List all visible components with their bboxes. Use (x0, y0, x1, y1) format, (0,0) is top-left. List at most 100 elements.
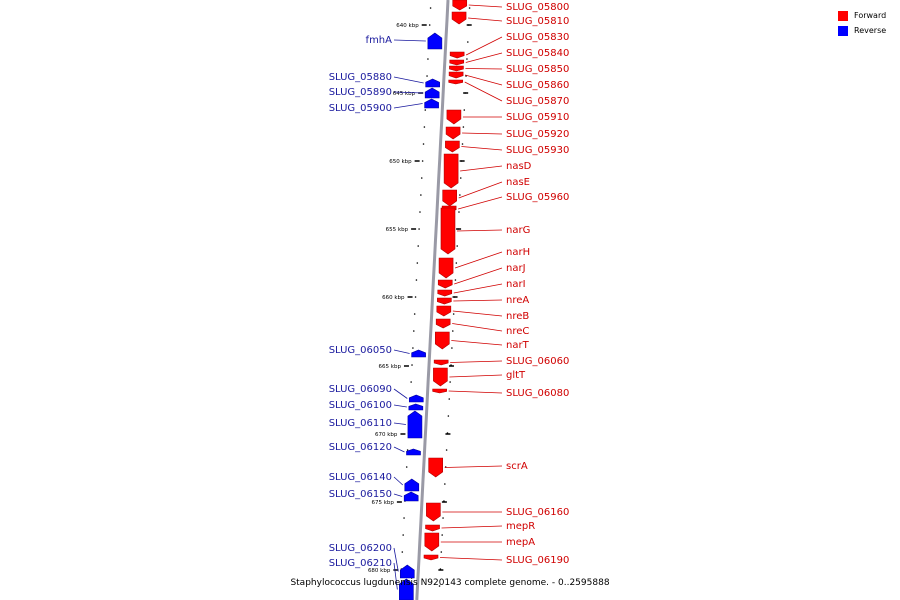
axis-dot (414, 296, 417, 298)
reverse-gene-label: SLUG_06050 (329, 345, 392, 356)
axis-dot (454, 279, 457, 281)
gene-label-leader (465, 68, 503, 70)
axis-tick-label: 675 kbp (371, 500, 394, 506)
reverse-gene (424, 98, 439, 109)
reverse-gene (408, 403, 424, 411)
forward-gene-label: SLUG_05910 (506, 112, 569, 123)
gene-label-leader (393, 103, 423, 109)
gene-label-leader (439, 557, 503, 561)
gene-label-leader (451, 340, 503, 346)
axis-tick-label: 660 kbp (382, 295, 405, 301)
legend-item-forward: Forward (838, 8, 886, 23)
forward-gene (426, 502, 441, 522)
gene-label-leader (452, 323, 503, 332)
forward-gene-label: SLUG_06190 (506, 555, 569, 566)
axis-dot (440, 551, 443, 553)
reverse-gene-label: fmhA (366, 35, 393, 46)
forward-gene-label: SLUG_05870 (506, 96, 569, 107)
legend-label-reverse: Reverse (854, 26, 887, 35)
axis-dot (421, 160, 424, 162)
gene-label-leader (458, 196, 503, 210)
axis-dot (467, 41, 469, 43)
gene-label-leader (441, 525, 503, 529)
axis-dot (447, 415, 450, 417)
reverse-swatch (838, 25, 848, 36)
forward-gene (445, 126, 461, 140)
forward-gene (424, 532, 440, 552)
axis-dot (413, 313, 416, 315)
forward-gene (433, 367, 448, 387)
reverse-gene-label: SLUG_06140 (329, 472, 392, 483)
genome-caption: Staphylococcus lugdunensis N920143 compl… (290, 578, 610, 588)
axis-tick-label: 680 kbp (368, 568, 391, 574)
gene-label-leader (465, 36, 503, 56)
gene-label-leader (393, 562, 398, 590)
axis-dot (426, 75, 428, 77)
reverse-gene-label: SLUG_05880 (329, 72, 392, 83)
gene-label-leader (393, 91, 424, 94)
axis-dot (449, 381, 451, 383)
axis-dot (410, 381, 412, 383)
forward-gene-label: SLUG_05830 (506, 32, 569, 43)
legend-label-forward: Forward (854, 11, 887, 20)
forward-gene (438, 257, 454, 279)
axis-dot (459, 194, 461, 196)
forward-gene (434, 331, 450, 350)
reverse-gene (424, 87, 440, 99)
axis-dot (403, 517, 405, 519)
axis-dot (422, 143, 425, 145)
reverse-gene-label: SLUG_06090 (329, 384, 392, 395)
forward-gene-label: SLUG_05800 (506, 2, 569, 13)
forward-gene (449, 59, 465, 66)
reverse-gene-label: SLUG_06100 (329, 400, 392, 411)
forward-gene-label: nasD (506, 161, 532, 172)
gene-label-leader (453, 299, 503, 302)
axis-tick-label: 640 kbp (396, 23, 419, 29)
gene-label-leader (468, 17, 503, 22)
axis-dot (420, 177, 423, 179)
gene-label-leader (448, 390, 503, 394)
axis-dot (451, 347, 453, 349)
forward-gene (448, 71, 464, 79)
gene-label-leader (453, 283, 503, 294)
forward-gene-label: SLUG_06080 (506, 388, 569, 399)
forward-gene-label: gltT (506, 370, 526, 381)
forward-gene-label: SLUG_05850 (506, 64, 569, 75)
forward-gene (448, 79, 464, 85)
axis-dot (466, 58, 468, 60)
forward-gene (451, 11, 467, 25)
gene-label-leader (393, 388, 408, 399)
forward-gene-label: SLUG_05810 (506, 16, 569, 27)
gene-label-leader (452, 310, 503, 317)
gene-label-leader (464, 81, 503, 102)
gene-label-leader (461, 146, 503, 151)
gene-label-leader (393, 76, 424, 84)
axis-dot (462, 126, 465, 128)
forward-gene-label: SLUG_06060 (506, 356, 569, 367)
axis-dot (427, 58, 429, 60)
reverse-gene-label: SLUG_06120 (329, 442, 392, 453)
axis-tick-label: 650 kbp (389, 159, 412, 165)
axis-tick-label: 670 kbp (375, 432, 398, 438)
forward-gene (437, 289, 453, 297)
gene-label-leader (393, 349, 410, 354)
axis-dot (417, 245, 420, 247)
axis-dot (461, 143, 464, 145)
reverse-gene (411, 349, 426, 358)
axis-dot (463, 109, 466, 111)
axis-dot (438, 585, 441, 587)
reverse-gene (404, 478, 420, 492)
reverse-gene (407, 410, 423, 439)
gene-label-leader (460, 165, 503, 172)
forward-gene (433, 359, 449, 366)
gene-label-leader (468, 4, 503, 8)
gene-label-leader (458, 181, 503, 199)
gene-label-leader (393, 476, 404, 486)
axis-tick-label: 655 kbp (386, 227, 409, 233)
forward-gene (435, 318, 451, 329)
forward-gene (452, 0, 468, 11)
reverse-gene-label: SLUG_06150 (329, 489, 392, 500)
reverse-gene (406, 448, 421, 456)
forward-gene (443, 153, 459, 189)
